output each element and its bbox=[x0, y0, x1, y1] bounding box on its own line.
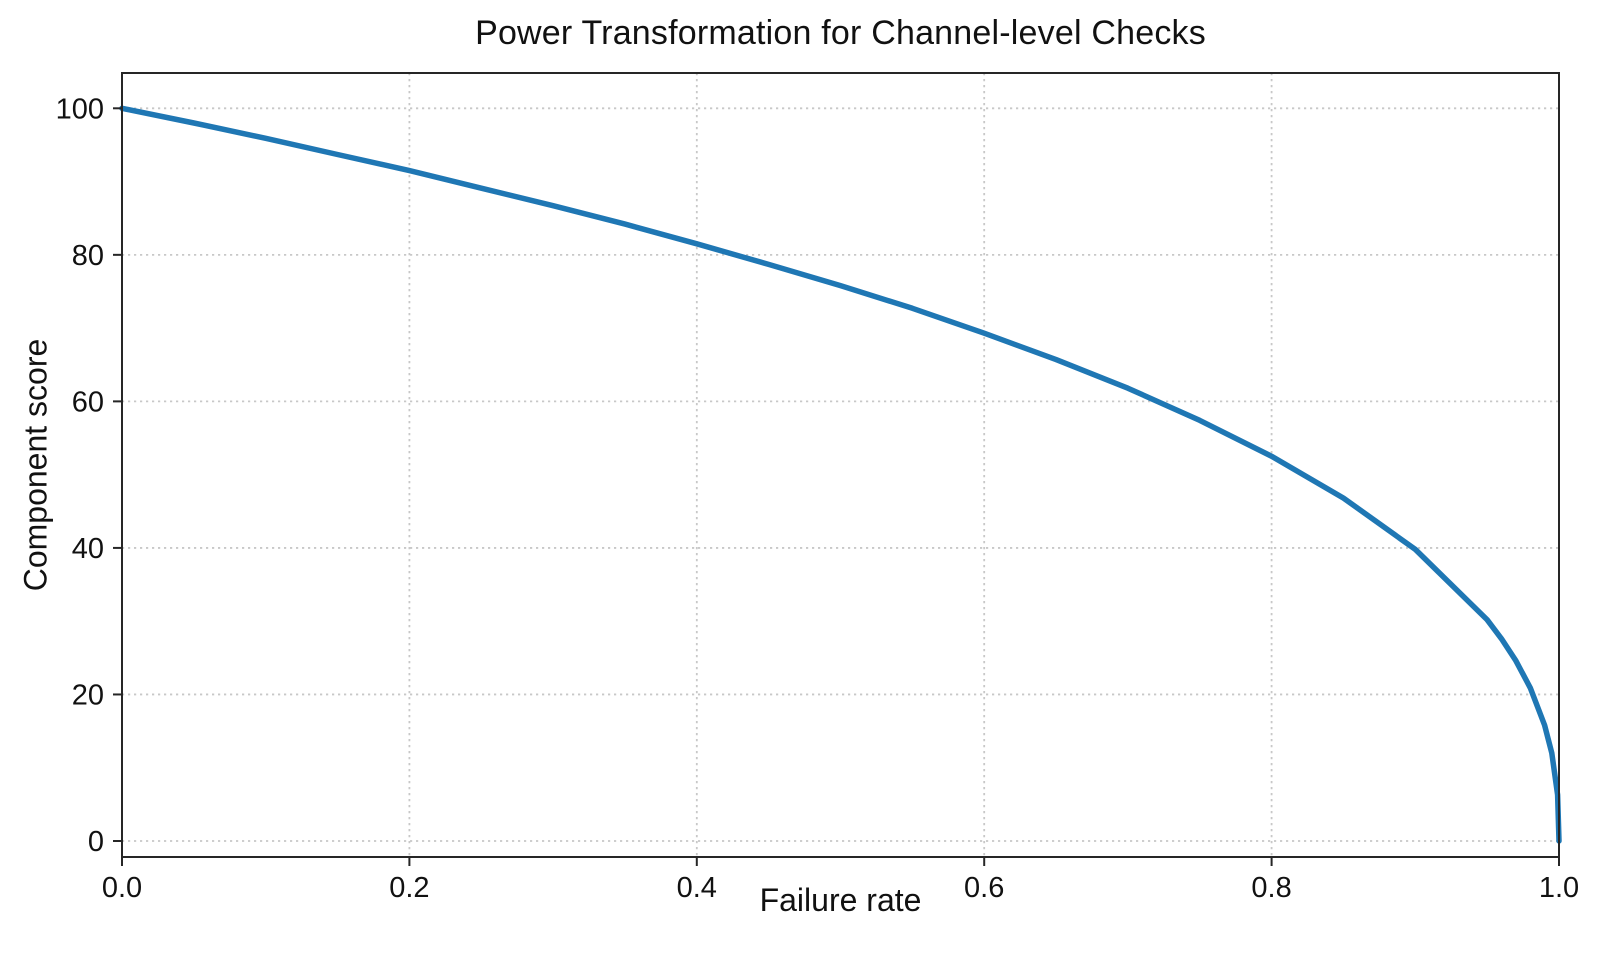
y-tick-label: 60 bbox=[72, 386, 104, 418]
series-component-score-curve bbox=[119, 105, 1562, 844]
y-tick-label: 100 bbox=[56, 93, 104, 125]
plot-border bbox=[121, 72, 1560, 858]
y-tick-label: 80 bbox=[72, 240, 104, 272]
x-tick-label: 0.2 bbox=[389, 872, 429, 904]
x-axis-label: Failure rate bbox=[759, 882, 922, 918]
x-tick-label: 0.6 bbox=[964, 872, 1004, 904]
y-tick-label: 0 bbox=[88, 826, 104, 858]
x-tick-label: 1.0 bbox=[1539, 872, 1579, 904]
y-tick-label: 20 bbox=[72, 679, 104, 711]
x-tick-label: 0.0 bbox=[102, 872, 142, 904]
y-tick-label: 40 bbox=[72, 533, 104, 565]
chart-title: Power Transformation for Channel-level C… bbox=[475, 14, 1206, 52]
x-tick-label: 0.4 bbox=[677, 872, 717, 904]
x-tick-label: 0.8 bbox=[1251, 872, 1291, 904]
